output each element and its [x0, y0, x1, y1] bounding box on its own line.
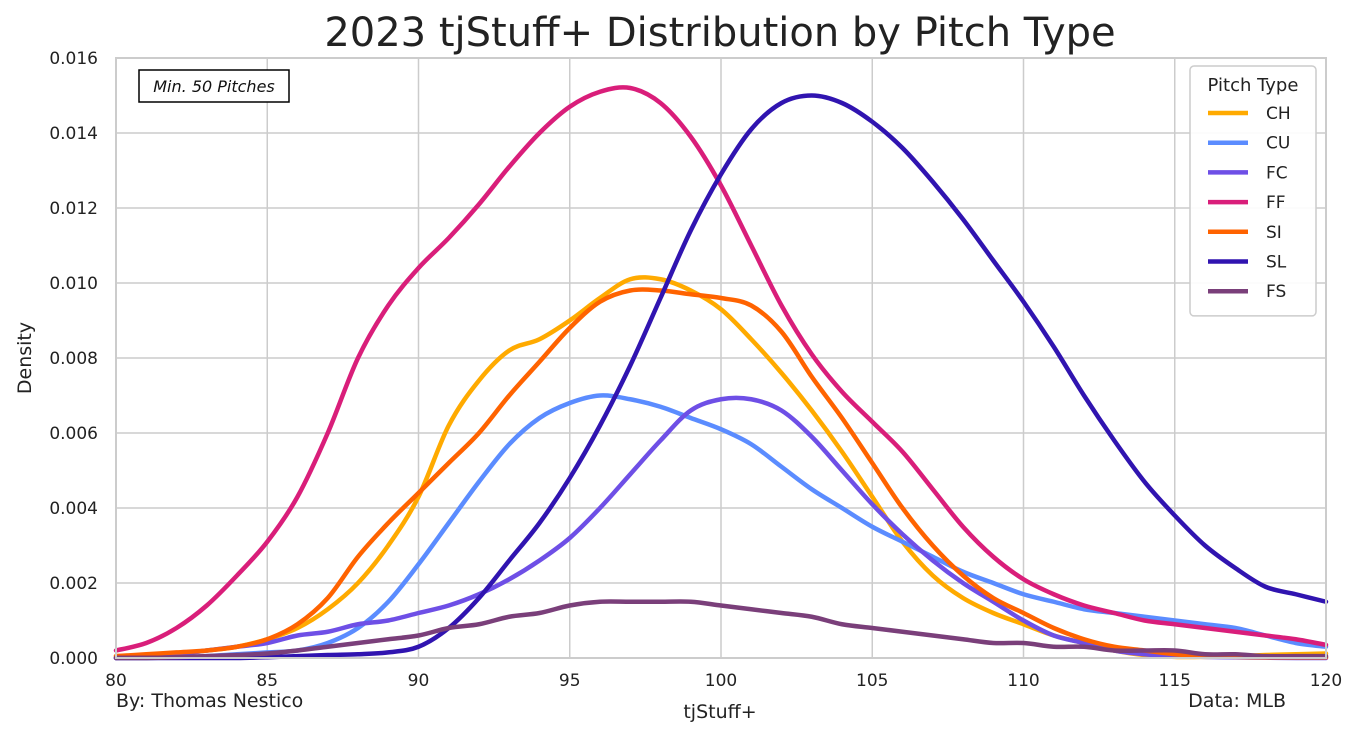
- y-tick-label: 0.014: [49, 124, 98, 144]
- credit-left: By: Thomas Nestico: [116, 690, 303, 712]
- x-axis-label: tjStuff+: [683, 701, 756, 723]
- x-tick-label: 100: [705, 671, 737, 691]
- x-tick-label: 80: [105, 671, 127, 691]
- x-tick-label: 115: [1159, 671, 1191, 691]
- credit-right: Data: MLB: [1188, 690, 1286, 712]
- annotation-text: Min. 50 Pitches: [153, 77, 275, 96]
- legend-label-fc: FC: [1266, 163, 1288, 183]
- x-tick-label: 120: [1310, 671, 1342, 691]
- y-tick-label: 0.002: [49, 574, 98, 594]
- x-tick-label: 85: [256, 671, 278, 691]
- y-tick-label: 0.000: [49, 649, 98, 669]
- x-tick-label: 95: [559, 671, 581, 691]
- legend-label-sl: SL: [1266, 253, 1287, 273]
- y-tick-label: 0.010: [49, 274, 98, 294]
- chart-title: 2023 tjStuff+ Distribution by Pitch Type: [324, 10, 1115, 56]
- annotation-box: [138, 69, 290, 103]
- series-line-si: [113, 287, 1329, 660]
- series-line-sl: [113, 93, 1329, 661]
- legend-label-fs: FS: [1266, 282, 1286, 302]
- x-tick-label: 90: [408, 671, 430, 691]
- y-tick-label: 0.006: [49, 424, 98, 444]
- grid: [115, 57, 1327, 659]
- legend-label-ff: FF: [1266, 193, 1286, 213]
- legend-label-ch: CH: [1266, 104, 1291, 124]
- min-pitches-annotation: Min. 50 Pitches: [138, 69, 290, 103]
- plot-frame: [115, 57, 1327, 659]
- legend-label-si: SI: [1266, 223, 1282, 243]
- series-lines: [113, 85, 1329, 661]
- legend-label-cu: CU: [1266, 134, 1290, 154]
- x-tick-label: 105: [856, 671, 888, 691]
- y-tick-label: 0.012: [49, 199, 98, 219]
- y-tick-label: 0.016: [49, 49, 98, 69]
- y-axis-label: Density: [14, 322, 36, 394]
- legend: Pitch Type CH CU FC FF SI SL FS: [1189, 65, 1317, 317]
- series-line-ff: [113, 85, 1329, 653]
- x-tick-label: 110: [1007, 671, 1039, 691]
- series-line-fs: [113, 599, 1329, 661]
- y-tick-label: 0.008: [49, 349, 98, 369]
- legend-title: Pitch Type: [1208, 75, 1299, 96]
- y-tick-label: 0.004: [49, 499, 98, 519]
- tick-labels: 80 85 90 95 100 105 110 115 120 0.000 0.002 0.004 0.…: [49, 49, 1342, 691]
- legend-box: [1189, 65, 1317, 317]
